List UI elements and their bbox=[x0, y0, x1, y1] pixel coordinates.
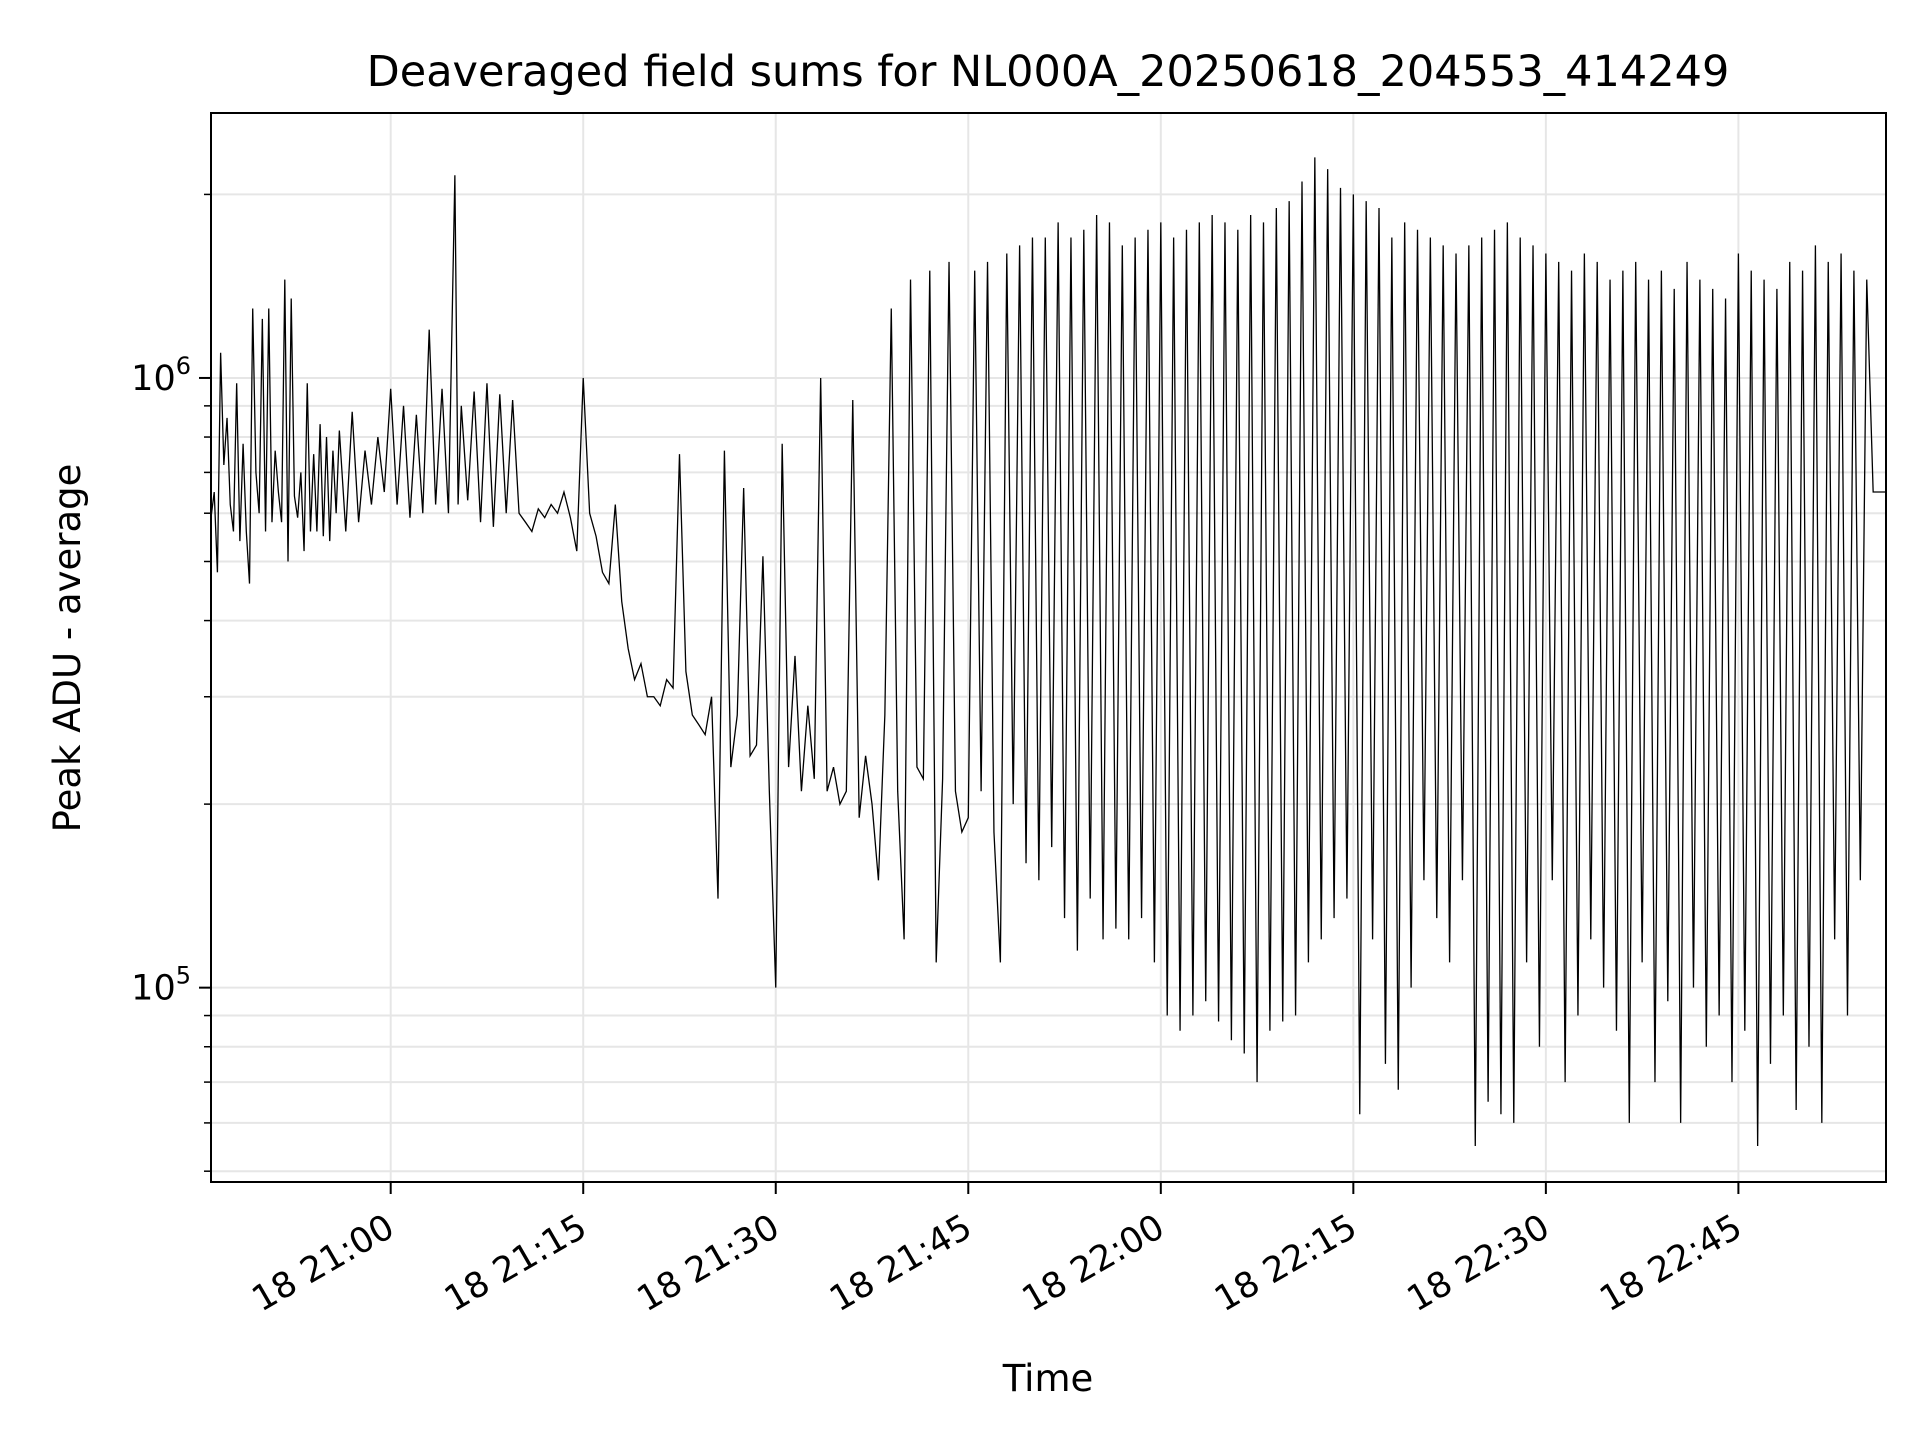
y-tick-exponent: 5 bbox=[176, 962, 191, 990]
y-tick-exponent: 6 bbox=[176, 352, 191, 380]
chart-title: Deaveraged field sums for NL000A_2025061… bbox=[367, 47, 1730, 97]
y-axis-label: Peak ADU - average bbox=[46, 464, 89, 833]
y-tick-label: 106 bbox=[131, 352, 191, 399]
y-tick-label: 105 bbox=[131, 962, 191, 1009]
y-tick-base: 10 bbox=[131, 969, 176, 1009]
y-tick-base: 10 bbox=[131, 359, 176, 399]
series-line bbox=[210, 157, 1886, 1146]
plot-frame bbox=[210, 112, 1887, 1183]
grid bbox=[211, 113, 1886, 1182]
x-axis-label: Time bbox=[1002, 1357, 1094, 1400]
